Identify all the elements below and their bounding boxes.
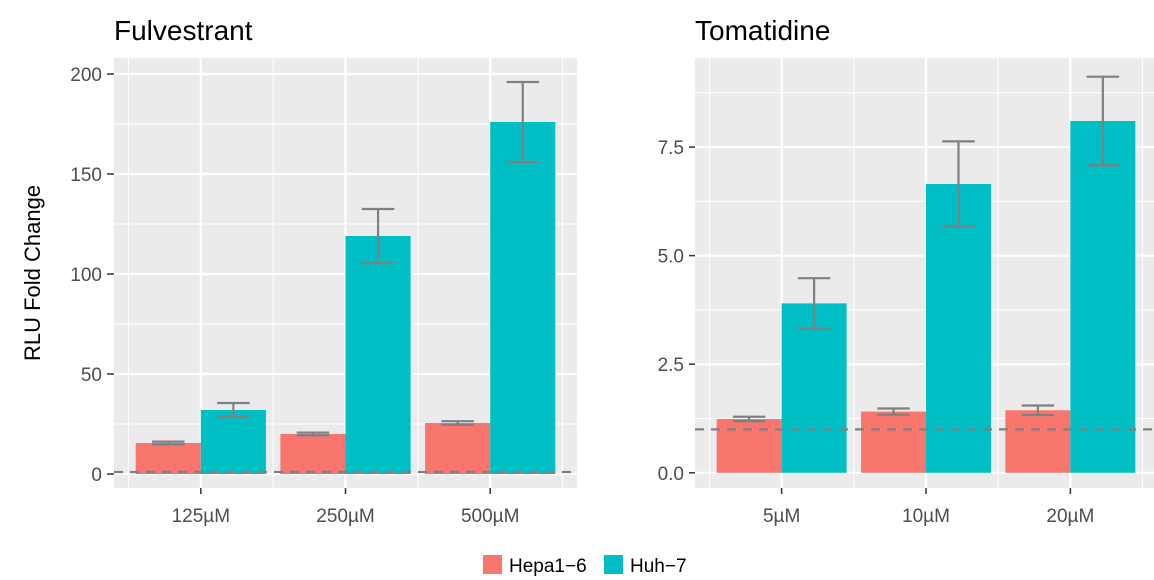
error-bar-huh-7-3 xyxy=(506,80,540,164)
bar-huh-7-1 xyxy=(200,410,266,474)
error-bar-huh-7-3 xyxy=(1086,75,1120,167)
bar-hepa1-6-3 xyxy=(1005,410,1071,473)
error-bar-huh-7-1 xyxy=(797,277,831,330)
error-bar-hepa1-6-2 xyxy=(296,431,330,437)
y-tick-label: 5.0 xyxy=(658,247,684,268)
x-tick-label: 20µM xyxy=(1046,506,1094,527)
y-axis-title: RLU Fold Change xyxy=(20,185,45,361)
y-tick-label: 0.0 xyxy=(658,464,684,485)
bar-hepa1-6-3 xyxy=(425,423,491,474)
bar-hepa1-6-1 xyxy=(135,443,201,474)
bar-huh-7-3 xyxy=(490,122,556,474)
bar-huh-7-3 xyxy=(1070,120,1136,473)
error-bar-hepa1-6-1 xyxy=(732,415,766,423)
y-tick-label: 200 xyxy=(70,65,102,86)
legend: Hepa1−6 Huh−7 xyxy=(483,555,687,577)
y-tick-label: 100 xyxy=(70,265,102,286)
bar-huh-7-2 xyxy=(926,183,991,473)
panel-title: Fulvestrant xyxy=(114,15,253,46)
y-tick-label: 2.5 xyxy=(658,355,684,376)
x-tick-label: 250µM xyxy=(316,506,374,527)
x-tick-label: 125µM xyxy=(172,506,230,527)
error-bar-huh-7-1 xyxy=(217,401,250,419)
y-tick-label: 0 xyxy=(91,465,102,486)
bar-huh-7-1 xyxy=(781,303,847,473)
panel-title: Tomatidine xyxy=(695,15,830,46)
legend-label-huh-7: Huh−7 xyxy=(630,556,687,577)
x-tick-label: 5µM xyxy=(763,506,800,527)
y-tick-label: 7.5 xyxy=(658,138,684,159)
error-bar-hepa1-6-3 xyxy=(441,420,474,426)
x-tick-label: 500µM xyxy=(461,506,519,527)
panel-2: 0.0 2.5 5.0 7.5 5µM 10µM 20µM Tomatidine xyxy=(658,15,1154,527)
x-tick-label: 10µM xyxy=(902,506,950,527)
error-bar-hepa1-6-2 xyxy=(877,407,910,416)
legend-label-hepa1-6: Hepa1−6 xyxy=(509,556,587,577)
bar-hepa1-6-1 xyxy=(716,418,782,473)
error-bar-hepa1-6-1 xyxy=(151,440,185,446)
legend-key-huh-7 xyxy=(604,555,623,574)
y-tick-label: 150 xyxy=(70,165,102,186)
error-bar-huh-7-2 xyxy=(942,140,975,228)
bar-huh-7-2 xyxy=(345,236,411,474)
y-tick-label: 50 xyxy=(81,365,102,386)
panel-1: 0 50 100 150 200 125µM 250µM 500µM Fulvestrant RL… xyxy=(20,15,577,527)
bar-hepa1-6-2 xyxy=(861,411,926,473)
bar-hepa1-6-2 xyxy=(280,434,346,474)
error-bar-huh-7-2 xyxy=(361,207,395,265)
error-bar-hepa1-6-3 xyxy=(1021,404,1055,417)
legend-key-hepa1-6 xyxy=(483,555,502,574)
